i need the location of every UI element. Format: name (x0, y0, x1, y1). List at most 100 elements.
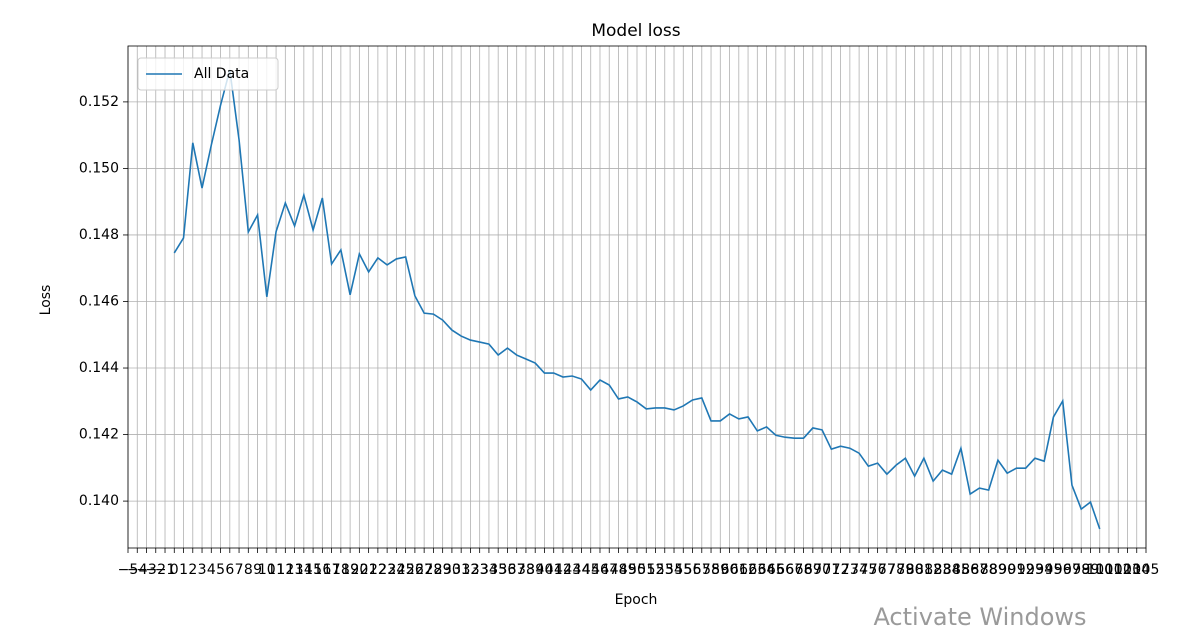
x-tick-label: 25 (397, 562, 415, 578)
x-tick-label: 7 (235, 562, 244, 578)
x-tick-label: 91 (1008, 562, 1026, 578)
x-tick-label: 6 (225, 562, 234, 578)
x-tick-label: 51 (637, 562, 655, 578)
x-tick-label: 68 (795, 562, 813, 578)
x-tick-label: 12 (276, 562, 294, 578)
x-tick-label: 93 (1026, 562, 1044, 578)
x-tick-label: 41 (545, 562, 563, 578)
x-tick-label: 92 (1017, 562, 1035, 578)
x-tick-label: −5 (118, 562, 139, 578)
x-tick-label: 33 (471, 562, 489, 578)
x-tick-label: 90 (998, 562, 1016, 578)
x-tick-label: 98 (1072, 562, 1090, 578)
x-tick-label: 10 (258, 562, 276, 578)
x-tick-label: 23 (378, 562, 396, 578)
x-tick-label: 96 (1054, 562, 1072, 578)
x-tick-label: 29 (434, 562, 452, 578)
x-tick-label: 43 (563, 562, 581, 578)
watermark: Activate Windows (873, 603, 1086, 627)
x-tick-label: 70 (813, 562, 831, 578)
x-tick-label: −4 (127, 562, 148, 578)
x-tick-label: 14 (295, 562, 313, 578)
x-tick-label: 8 (244, 562, 253, 578)
x-tick-label: 35 (489, 562, 507, 578)
x-tick-label: 48 (610, 562, 628, 578)
x-tick-label: 37 (508, 562, 526, 578)
x-tick-label: 101 (1096, 562, 1123, 578)
y-tick-label: 0.148 (79, 227, 119, 243)
x-tick-label: 102 (1105, 562, 1132, 578)
x-tick-label: 42 (554, 562, 572, 578)
x-tick-label: 20 (350, 562, 368, 578)
x-tick-label: 105 (1133, 562, 1160, 578)
x-tick-label: 69 (804, 562, 822, 578)
x-tick-label: 95 (1045, 562, 1063, 578)
x-tick-label: 64 (758, 562, 776, 578)
x-tick-label: 21 (360, 562, 378, 578)
x-tick-label: −1 (155, 562, 176, 578)
x-tick-label: 75 (859, 562, 877, 578)
x-tick-label: 17 (323, 562, 341, 578)
x-tick-label: 47 (600, 562, 618, 578)
x-tick-label: 36 (499, 562, 517, 578)
x-tick-label: 18 (332, 562, 350, 578)
x-tick-label: 11 (267, 562, 285, 578)
x-tick-label: 103 (1114, 562, 1141, 578)
x-tick-label: 31 (452, 562, 470, 578)
x-tick-label: 54 (665, 562, 683, 578)
x-tick-label: 62 (739, 562, 757, 578)
x-tick-label: 86 (961, 562, 979, 578)
x-tick-label: 80 (906, 562, 924, 578)
x-tick-label: 28 (424, 562, 442, 578)
x-tick-label: 76 (869, 562, 887, 578)
x-tick-label: 55 (674, 562, 692, 578)
legend-label: All Data (194, 66, 249, 82)
y-tick-label: 0.150 (79, 160, 119, 176)
legend-box (137, 57, 279, 91)
x-tick-label: −2 (145, 562, 166, 578)
x-tick-label: 24 (387, 562, 405, 578)
x-tick-label: 46 (591, 562, 609, 578)
x-tick-label: 4 (207, 562, 216, 578)
y-tick-label: 0.152 (79, 94, 119, 110)
x-tick-label: 78 (887, 562, 905, 578)
x-tick-label: 85 (952, 562, 970, 578)
x-tick-label: 57 (693, 562, 711, 578)
x-tick-label: 94 (1035, 562, 1053, 578)
data-line (173, 69, 1101, 530)
x-tick-label: 82 (924, 562, 942, 578)
x-axis-label: Epoch (615, 592, 658, 608)
x-tick-label: 87 (971, 562, 989, 578)
x-tick-label: 73 (841, 562, 859, 578)
x-tick-label: 72 (832, 562, 850, 578)
x-tick-label: 40 (536, 562, 554, 578)
x-tick-label: 9 (253, 562, 262, 578)
chart-title: Model loss (591, 21, 680, 41)
x-tick-label: 61 (730, 562, 748, 578)
x-tick-label: 44 (573, 562, 591, 578)
x-tick-label: 52 (647, 562, 665, 578)
x-tick-label: 97 (1063, 562, 1081, 578)
x-tick-label: 39 (526, 562, 544, 578)
x-tick-label: 63 (748, 562, 766, 578)
x-tick-label: 88 (980, 562, 998, 578)
x-tick-label: 83 (933, 562, 951, 578)
x-tick-label: 5 (216, 562, 225, 578)
x-tick-label: 65 (767, 562, 785, 578)
x-tick-label: 26 (406, 562, 424, 578)
x-tick-label: 32 (462, 562, 480, 578)
x-tick-label: 67 (785, 562, 803, 578)
x-tick-label: 99 (1082, 562, 1100, 578)
x-tick-label: 27 (415, 562, 433, 578)
x-tick-label: 79 (896, 562, 914, 578)
x-tick-label: 53 (656, 562, 674, 578)
x-tick-label: 30 (443, 562, 461, 578)
x-tick-label: 84 (943, 562, 961, 578)
x-tick-label: 34 (480, 562, 498, 578)
x-tick-label: 22 (369, 562, 387, 578)
y-tick-label: 0.142 (79, 427, 119, 443)
x-tick-label: 66 (776, 562, 794, 578)
x-tick-label: 19 (341, 562, 359, 578)
x-tick-label: 2 (188, 562, 197, 578)
